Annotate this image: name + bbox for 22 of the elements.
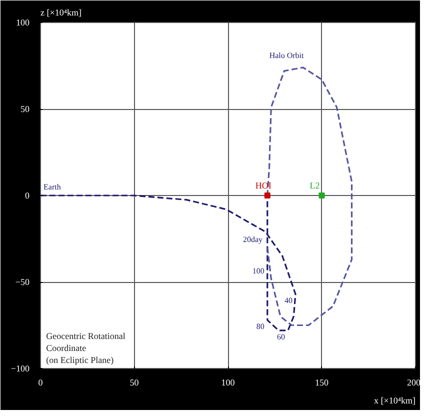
y-tick-label: −50 xyxy=(15,277,30,287)
y-tick-label: 50 xyxy=(20,104,30,114)
y-tick-label: 0 xyxy=(25,190,30,200)
annotation: Halo Orbit xyxy=(269,51,305,60)
x-tick-label: 50 xyxy=(130,378,140,388)
annotation: 80 xyxy=(256,322,264,332)
x-tick-label: 100 xyxy=(221,378,236,388)
series-label: HOI xyxy=(255,180,272,190)
y-tick-label: 100 xyxy=(16,18,30,28)
annotation: Earth xyxy=(44,182,61,192)
x-tick-label: 150 xyxy=(315,378,329,388)
x-tick-label: 200 xyxy=(407,378,421,388)
annotation: Geocentric Rotational Coordinate (on Ecliptic Plane) xyxy=(46,331,126,366)
y-tick-label: −100 xyxy=(10,364,30,374)
x-tick-label: 0 xyxy=(38,378,44,388)
series-label: L2 xyxy=(310,180,320,190)
annotation: 100 xyxy=(252,266,264,276)
y-axis-title: z [×10⁴km] xyxy=(40,8,82,18)
annotation: 40 xyxy=(284,296,292,306)
x-axis-title: x [×10⁴km] xyxy=(374,396,416,406)
annotation: 60 xyxy=(277,332,285,342)
annotation: 20day xyxy=(242,234,263,244)
